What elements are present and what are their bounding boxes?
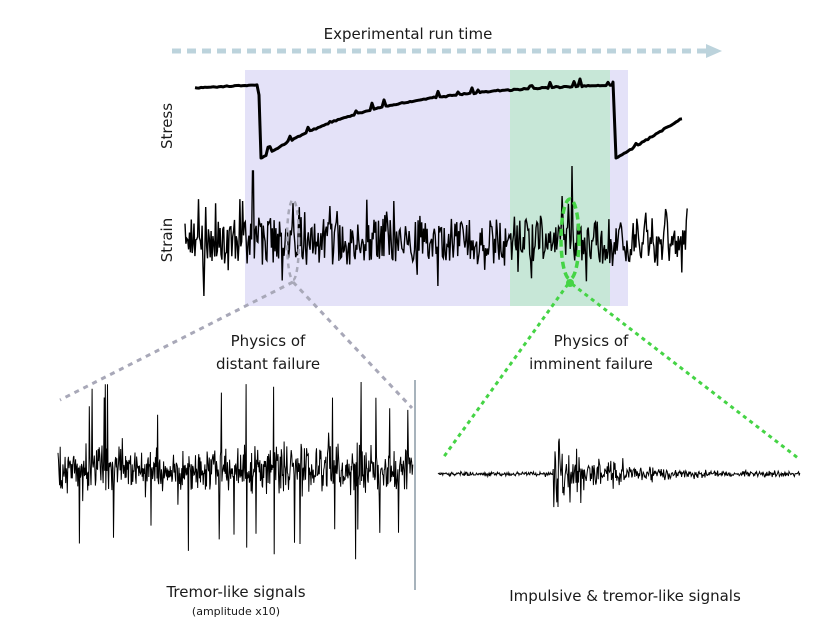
- imminent-connector: [441, 282, 799, 460]
- run-time-label: Experimental run time: [324, 25, 493, 43]
- distant-connector: [59, 280, 414, 410]
- distant-physics-line2: distant failure: [216, 355, 320, 373]
- distant-tremor-signal: [57, 381, 414, 560]
- imminent-physics-line2: imminent failure: [529, 355, 653, 373]
- stress-axis-label: Stress: [158, 103, 176, 149]
- imminent-failure-region: [510, 70, 610, 306]
- imminent-physics-line1: Physics of: [554, 332, 629, 350]
- strain-axis-label: Strain: [158, 218, 176, 262]
- imminent-caption: Impulsive & tremor-like signals: [509, 587, 741, 605]
- strain-signal: [184, 165, 688, 297]
- distant-zoom-marker: [285, 198, 301, 282]
- stress-curve: [194, 77, 683, 160]
- distant-physics-line1: Physics of: [231, 332, 306, 350]
- distant-caption-sub: (amplitude x10): [192, 605, 280, 618]
- run-time-arrow: [172, 44, 722, 58]
- imminent-impulsive-signal: [437, 438, 801, 508]
- imminent-zoom-marker: [559, 197, 581, 281]
- distant-caption: Tremor-like signals: [165, 583, 305, 601]
